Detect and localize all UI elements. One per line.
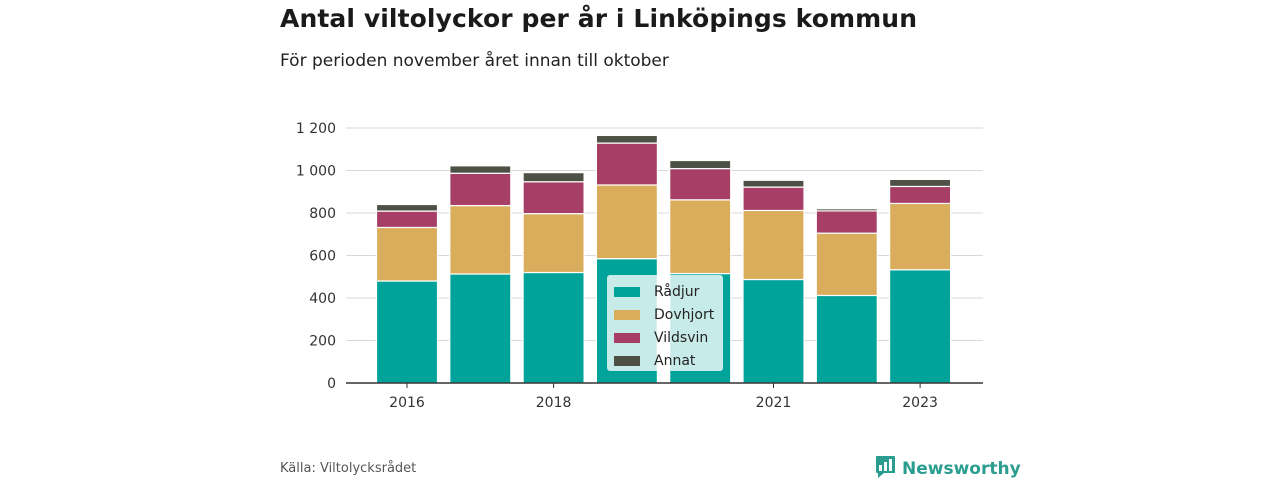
bar-dovhjort-2016 [375,226,439,282]
bar-vildsvin-2020 [669,167,732,201]
y-tick-label: 800 [309,206,336,222]
x-tick-label: 2016 [389,395,425,411]
legend-label-vildsvin: Vildsvin [654,329,709,346]
chart-subtitle: För perioden november året innan till ok… [280,51,669,71]
legend-label-radjur: Rådjur [654,283,700,300]
bar-annat-2023 [888,178,952,188]
y-tick-label: 400 [309,291,336,307]
source-note: Källa: Viltolycksrådet [280,461,417,476]
bar-vildsvin-2023 [888,185,952,205]
bar-dovhjort-2023 [888,202,952,271]
legend-swatch-annat [614,355,640,366]
bar-dovhjort-2019 [595,184,659,260]
brand-name: Newsworthy [902,459,1021,479]
legend-item-vildsvin: Vildsvin [614,326,723,349]
bar-radjur-2017 [449,273,512,384]
bar-radjur-2018 [522,271,585,384]
legend-label-annat: Annat [654,352,696,369]
bar-radjur-2023 [888,269,952,384]
legend-item-dovhjort: Dovhjort [614,303,723,326]
bar-dovhjort-2018 [522,213,585,274]
bar-dovhjort-2021 [742,209,805,281]
chart-legend: Rådjur Dovhjort Vildsvin Annat [607,275,723,371]
bar-vildsvin-2019 [595,142,659,186]
bar-vildsvin-2017 [449,172,512,207]
bar-annat-2019 [595,134,659,144]
bar-vildsvin-2018 [522,181,585,215]
y-tick-label: 1 200 [296,121,336,137]
bar-annat-2017 [449,165,512,174]
legend-item-radjur: Rådjur [614,280,723,303]
y-tick-label: 1 000 [296,164,336,180]
bar-annat-2021 [742,179,805,188]
bar-annat-2018 [522,172,585,183]
bar-annat-2022 [815,208,878,212]
bar-dovhjort-2020 [669,199,732,275]
chart-title: Antal viltolyckor per år i Linköpings ko… [280,4,918,33]
y-tick-label: 0 [327,376,336,392]
y-tick-label: 600 [309,249,336,265]
bar-dovhjort-2017 [449,204,512,275]
newsworthy-logo-icon [875,455,896,483]
x-tick-label: 2023 [902,395,938,411]
legend-swatch-vildsvin [614,332,640,343]
bar-vildsvin-2016 [375,210,439,229]
bar-radjur-2016 [375,280,439,384]
x-tick-label: 2018 [536,395,572,411]
bar-dovhjort-2022 [815,232,878,297]
legend-swatch-radjur [614,286,640,297]
legend-item-annat: Annat [614,349,723,372]
bar-vildsvin-2022 [815,210,878,234]
x-tick-label: 2021 [756,395,792,411]
bar-radjur-2021 [742,278,805,384]
legend-swatch-dovhjort [614,309,640,320]
brand-logo[interactable]: Newsworthy [875,455,1021,483]
legend-label-dovhjort: Dovhjort [654,306,715,323]
y-tick-label: 200 [309,334,336,350]
bar-annat-2016 [375,203,439,212]
bar-vildsvin-2021 [742,186,805,212]
bar-annat-2020 [669,159,732,170]
bar-radjur-2022 [815,294,878,384]
